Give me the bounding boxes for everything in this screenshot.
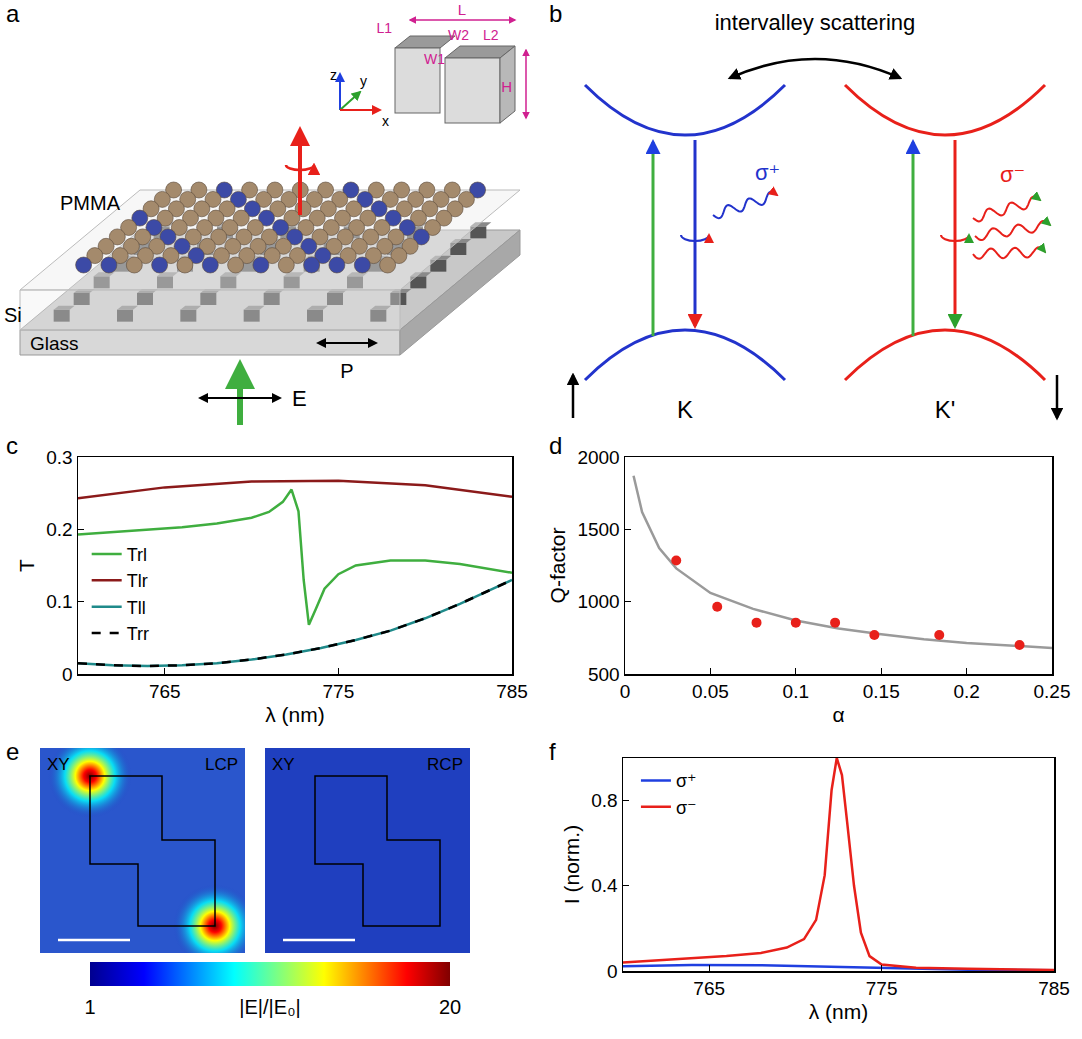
svg-text:σ⁺: σ⁺ [755, 160, 780, 185]
svg-text:500: 500 [588, 664, 620, 685]
html-text:d: d [549, 432, 563, 459]
html-text:c: c [6, 432, 18, 459]
svg-text:Si: Si [4, 304, 22, 326]
svg-text:1500: 1500 [577, 519, 619, 540]
svg-text:λ (nm): λ (nm) [265, 703, 325, 726]
svg-text:0.2: 0.2 [46, 519, 72, 540]
svg-text:x: x [382, 113, 389, 129]
svg-text:σ⁺: σ⁺ [676, 771, 697, 791]
svg-text:Tlr: Tlr [127, 571, 148, 591]
svg-text:0: 0 [62, 664, 73, 685]
svg-text:Trr: Trr [127, 624, 149, 644]
svg-text:XY: XY [272, 755, 295, 774]
svg-text:W1: W1 [424, 51, 445, 67]
svg-text:20: 20 [439, 996, 461, 1018]
svg-text:RCP: RCP [427, 755, 463, 774]
svg-text:Trl: Trl [127, 545, 147, 565]
svg-text:0.1: 0.1 [46, 591, 72, 612]
svg-text:0.1: 0.1 [783, 681, 809, 702]
svg-text:y: y [360, 73, 367, 89]
svg-text:765: 765 [149, 681, 181, 702]
svg-text:2000: 2000 [577, 447, 619, 468]
svg-text:σ⁻: σ⁻ [676, 798, 697, 818]
svg-text:785: 785 [1038, 978, 1070, 999]
html-text:b: b [549, 0, 563, 27]
svg-text:775: 775 [866, 978, 898, 999]
svg-text:L1: L1 [376, 20, 392, 36]
html-text:e: e [6, 738, 20, 765]
svg-text:1: 1 [84, 996, 95, 1018]
svg-text:intervalley scattering: intervalley scattering [715, 10, 916, 35]
svg-text:z: z [330, 67, 337, 83]
html-text:f: f [549, 738, 556, 765]
svg-text:0.25: 0.25 [1034, 681, 1071, 702]
svg-text:α: α [832, 703, 844, 726]
svg-text:1000: 1000 [577, 591, 619, 612]
svg-text:I (norm.): I (norm.) [560, 825, 583, 904]
svg-text:L2: L2 [483, 27, 499, 43]
svg-text:0.8: 0.8 [591, 790, 617, 811]
svg-text:W2: W2 [448, 27, 469, 43]
svg-text:L: L [458, 1, 466, 18]
svg-text:765: 765 [693, 978, 725, 999]
svg-text:σ⁻: σ⁻ [1000, 162, 1025, 187]
svg-text:0.15: 0.15 [863, 681, 900, 702]
svg-text:0.4: 0.4 [591, 875, 618, 896]
svg-text:0.3: 0.3 [46, 447, 72, 468]
svg-text:K: K [677, 396, 693, 423]
svg-text:PMMA: PMMA [60, 192, 121, 214]
svg-text:H: H [501, 78, 512, 95]
svg-text:|E|/|E₀|: |E|/|E₀| [239, 996, 300, 1018]
svg-text:0.05: 0.05 [692, 681, 729, 702]
svg-text:XY: XY [47, 755, 70, 774]
svg-text:775: 775 [323, 681, 355, 702]
svg-text:0.2: 0.2 [953, 681, 979, 702]
svg-text:785: 785 [496, 681, 528, 702]
svg-text:LCP: LCP [205, 755, 238, 774]
svg-text:Tll: Tll [127, 598, 146, 618]
svg-text:Glass: Glass [30, 333, 79, 354]
svg-text:0: 0 [607, 961, 618, 982]
svg-text:0: 0 [620, 681, 631, 702]
svg-text:E: E [292, 386, 307, 411]
svg-text:Q-factor: Q-factor [546, 528, 569, 604]
svg-text:λ (nm): λ (nm) [809, 1000, 869, 1023]
svg-text:P: P [340, 360, 353, 382]
html-text:a: a [6, 0, 20, 27]
svg-text:K': K' [935, 396, 956, 423]
svg-text:T: T [15, 559, 38, 572]
